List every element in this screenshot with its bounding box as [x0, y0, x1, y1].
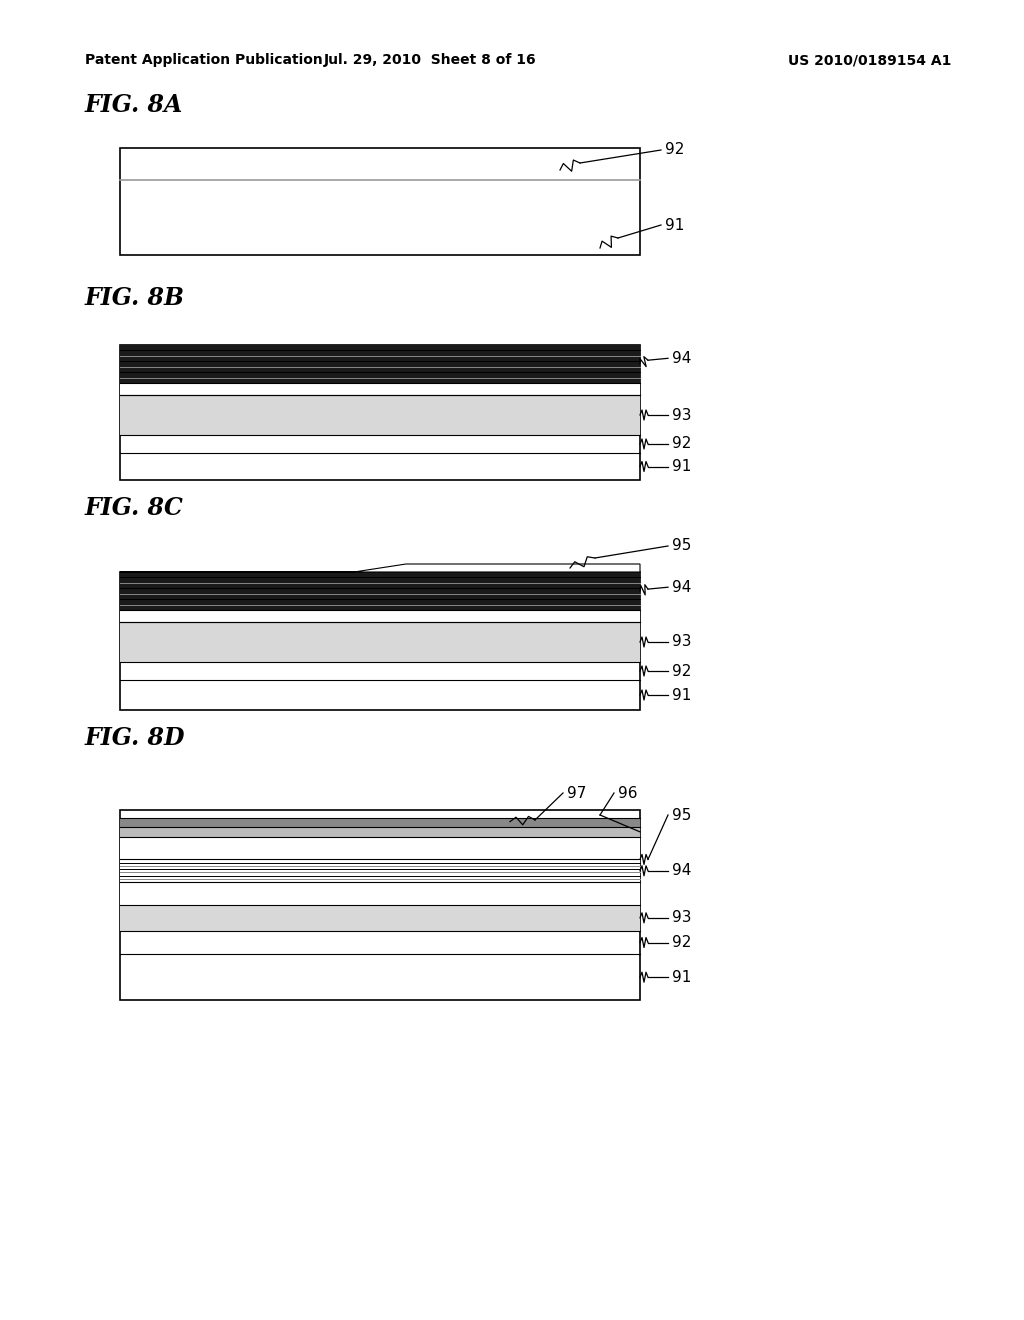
- Bar: [120, 828, 640, 837]
- Text: FIG. 8B: FIG. 8B: [85, 286, 185, 310]
- Bar: [120, 572, 640, 710]
- Bar: [120, 610, 640, 622]
- Text: US 2010/0189154 A1: US 2010/0189154 A1: [788, 53, 951, 67]
- Text: 91: 91: [672, 970, 691, 985]
- Text: 93: 93: [672, 408, 691, 422]
- Bar: [120, 906, 640, 931]
- Bar: [120, 345, 640, 383]
- Polygon shape: [120, 564, 640, 572]
- Text: 91: 91: [672, 688, 691, 702]
- Bar: [120, 148, 640, 255]
- Text: Jul. 29, 2010  Sheet 8 of 16: Jul. 29, 2010 Sheet 8 of 16: [324, 53, 537, 67]
- Text: 95: 95: [672, 539, 691, 553]
- Bar: [120, 810, 640, 1001]
- Text: FIG. 8C: FIG. 8C: [85, 496, 183, 520]
- Text: 92: 92: [665, 143, 684, 157]
- Text: 93: 93: [672, 635, 691, 649]
- Bar: [120, 817, 640, 828]
- Bar: [120, 345, 640, 480]
- Text: 96: 96: [618, 785, 638, 800]
- Text: 92: 92: [672, 664, 691, 678]
- Text: FIG. 8A: FIG. 8A: [85, 92, 183, 117]
- Text: 91: 91: [672, 459, 691, 474]
- Text: 93: 93: [672, 911, 691, 925]
- Text: 94: 94: [672, 579, 691, 595]
- Bar: [120, 572, 640, 610]
- Bar: [120, 837, 640, 882]
- Bar: [120, 859, 640, 906]
- Bar: [120, 383, 640, 395]
- Text: 97: 97: [567, 785, 587, 800]
- Bar: [120, 859, 640, 882]
- Bar: [120, 622, 640, 663]
- Text: 94: 94: [672, 351, 691, 366]
- Text: 95: 95: [672, 808, 691, 822]
- Text: 94: 94: [672, 863, 691, 878]
- Text: FIG. 8D: FIG. 8D: [85, 726, 185, 750]
- Text: 91: 91: [665, 218, 684, 232]
- Text: 92: 92: [672, 437, 691, 451]
- Text: Patent Application Publication: Patent Application Publication: [85, 53, 323, 67]
- Bar: [120, 395, 640, 436]
- Text: 92: 92: [672, 935, 691, 950]
